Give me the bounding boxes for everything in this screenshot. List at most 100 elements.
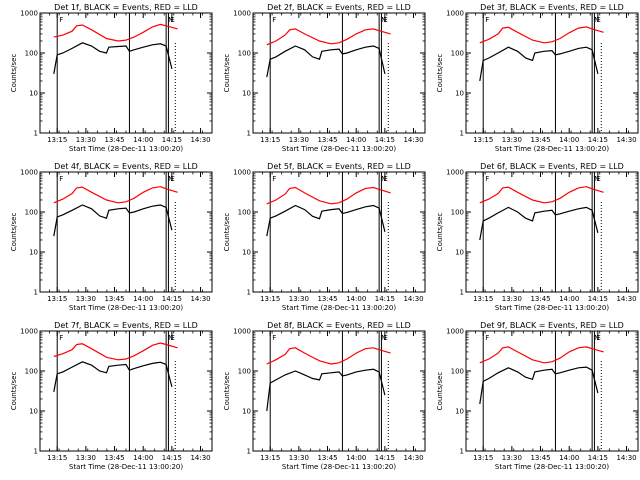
series-line-red — [266, 347, 391, 365]
axes-frame — [252, 12, 426, 134]
event-marker-label: E — [170, 334, 174, 342]
y-tick-label: 100 — [25, 50, 38, 58]
x-tick-label: 13:30 — [502, 295, 522, 303]
y-axis-label: Counts/sec — [436, 372, 444, 411]
panel-title: Det 4f, BLACK = Events, RED = LLD — [54, 162, 198, 171]
y-tick-label: 100 — [451, 209, 464, 217]
x-tick-label: 13:15 — [473, 454, 493, 462]
x-tick-label: 13:15 — [47, 295, 67, 303]
y-axis-label: Counts/sec — [223, 372, 231, 411]
panel-6: Det 6f, BLACK = Events, RED = LLD 1 10 100 1… — [436, 162, 639, 312]
event-marker-label: F — [59, 334, 63, 342]
y-tick-label: 10 — [242, 249, 251, 257]
x-tick-label: 13:30 — [289, 454, 309, 462]
x-tick-label: 13:45 — [317, 136, 337, 144]
x-tick-label: 14:15 — [588, 136, 608, 144]
y-tick-label: 10 — [242, 90, 251, 98]
event-marker-label: E — [383, 175, 387, 183]
x-axis-label: Start Time (28-Dec-11 13:00:20) — [69, 463, 183, 471]
x-tick-label: 13:15 — [47, 454, 67, 462]
event-marker-label: N — [168, 16, 173, 24]
series-line-black — [479, 206, 599, 241]
panel-5: Det 5f, BLACK = Events, RED = LLD 1 10 100 1… — [223, 162, 426, 312]
event-marker-label: E — [170, 16, 174, 24]
x-axis-label: Start Time (28-Dec-11 13:00:20) — [495, 304, 609, 312]
event-marker-label: E — [383, 16, 387, 24]
x-tick-label: 14:30 — [403, 136, 423, 144]
x-axis-label: Start Time (28-Dec-11 13:00:20) — [495, 145, 609, 153]
x-tick-label: 14:00 — [559, 454, 579, 462]
y-tick-label: 10 — [242, 408, 251, 416]
y-axis-label: Counts/sec — [223, 213, 231, 252]
y-tick-label: 1000 — [233, 169, 251, 177]
x-tick-label: 13:15 — [260, 454, 280, 462]
axes-frame — [39, 330, 213, 452]
y-tick-label: 10 — [455, 408, 464, 416]
y-tick-label: 100 — [451, 50, 464, 58]
x-axis-label: Start Time (28-Dec-11 13:00:20) — [282, 145, 396, 153]
event-marker-label: E — [596, 16, 600, 24]
x-tick-label: 13:45 — [530, 454, 550, 462]
event-marker-label: F — [272, 175, 276, 183]
series-line-black — [479, 366, 599, 405]
y-tick-label: 1000 — [233, 10, 251, 18]
series-line-red — [53, 186, 178, 204]
series-line-red — [53, 342, 178, 361]
x-tick-label: 14:15 — [375, 295, 395, 303]
x-tick-label: 14:30 — [190, 136, 210, 144]
x-axis-label: Start Time (28-Dec-11 13:00:20) — [495, 463, 609, 471]
x-tick-label: 14:15 — [588, 454, 608, 462]
event-marker-label: F — [485, 16, 489, 24]
event-marker-label: N — [594, 16, 599, 24]
event-marker-label: E — [596, 334, 600, 342]
x-axis-label: Start Time (28-Dec-11 13:00:20) — [69, 145, 183, 153]
series-line-red — [479, 346, 604, 364]
x-tick-label: 13:15 — [473, 136, 493, 144]
axes-frame — [39, 12, 213, 134]
y-tick-label: 1000 — [233, 328, 251, 336]
x-tick-label: 14:15 — [588, 295, 608, 303]
x-tick-label: 14:30 — [403, 454, 423, 462]
x-tick-label: 14:15 — [162, 295, 182, 303]
y-tick-label: 1000 — [20, 328, 38, 336]
panel-9: Det 9f, BLACK = Events, RED = LLD 1 10 100 1… — [436, 321, 639, 471]
event-marker-label: F — [272, 334, 276, 342]
panel-title: Det 9f, BLACK = Events, RED = LLD — [480, 321, 624, 330]
event-marker-label: N — [594, 334, 599, 342]
series-line-red — [266, 28, 391, 46]
x-tick-label: 14:15 — [375, 454, 395, 462]
x-tick-label: 14:15 — [162, 136, 182, 144]
event-marker-label: E — [170, 175, 174, 183]
y-axis-label: Counts/sec — [10, 372, 18, 411]
y-tick-label: 1000 — [446, 328, 464, 336]
y-tick-label: 100 — [238, 50, 251, 58]
panel-title: Det 7f, BLACK = Events, RED = LLD — [54, 321, 198, 330]
y-tick-label: 1000 — [20, 169, 38, 177]
y-tick-label: 10 — [29, 90, 38, 98]
series-line-black — [53, 204, 173, 237]
panel-title: Det 3f, BLACK = Events, RED = LLD — [480, 3, 624, 12]
panel-title: Det 1f, BLACK = Events, RED = LLD — [54, 3, 198, 12]
series-line-red — [53, 23, 178, 42]
x-tick-label: 13:30 — [289, 295, 309, 303]
event-marker-label: F — [272, 16, 276, 24]
x-tick-label: 14:30 — [190, 295, 210, 303]
x-tick-label: 14:00 — [346, 295, 366, 303]
y-tick-label: 10 — [455, 90, 464, 98]
y-axis-label: Counts/sec — [10, 213, 18, 252]
x-tick-label: 14:00 — [559, 295, 579, 303]
x-tick-label: 14:30 — [190, 454, 210, 462]
event-marker-label: F — [59, 16, 63, 24]
y-tick-label: 1 — [460, 130, 464, 138]
event-marker-label: E — [383, 334, 387, 342]
series-line-red — [479, 26, 604, 44]
x-tick-label: 13:45 — [104, 454, 124, 462]
axes-frame — [252, 330, 426, 452]
x-tick-label: 13:15 — [260, 295, 280, 303]
x-tick-label: 13:30 — [502, 454, 522, 462]
y-tick-label: 1 — [460, 289, 464, 297]
series-line-black — [266, 45, 386, 78]
x-tick-label: 14:15 — [375, 136, 395, 144]
x-tick-label: 14:00 — [133, 136, 153, 144]
